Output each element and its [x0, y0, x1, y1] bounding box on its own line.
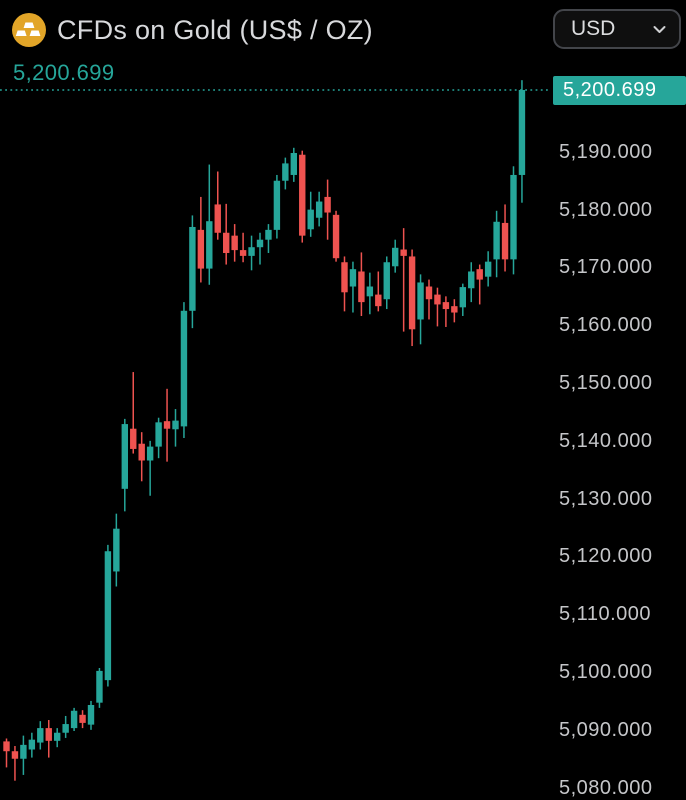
candle-26	[223, 203, 230, 265]
candle-43	[366, 272, 374, 315]
candle-39	[332, 210, 340, 262]
candle-9	[79, 710, 86, 729]
candle-28	[239, 232, 247, 263]
price-tick: 5,110.000	[559, 603, 651, 626]
candle-47	[400, 228, 407, 332]
price-tick: 5,170.000	[559, 256, 653, 279]
candle-33	[282, 157, 289, 190]
candle-40	[341, 256, 348, 312]
candle-38	[324, 179, 331, 240]
price-tick: 5,150.000	[559, 372, 653, 395]
candle-58	[493, 210, 500, 278]
candle-7	[62, 715, 69, 738]
price-tick: 5,090.000	[559, 718, 653, 741]
price-tick: 5,080.000	[559, 776, 653, 799]
candle-2	[20, 735, 27, 775]
gold-bars-icon	[15, 22, 41, 36]
candle-24	[206, 164, 213, 285]
candle-46	[392, 239, 399, 273]
price-tick: 5,100.000	[559, 661, 653, 684]
candle-23	[197, 196, 205, 283]
candle-19	[163, 388, 171, 462]
candle-49	[417, 274, 424, 345]
candle-44	[375, 271, 382, 312]
candle-35	[299, 150, 306, 243]
candle-42	[358, 252, 365, 316]
candle-18	[155, 417, 162, 459]
candle-15	[130, 372, 137, 454]
candle-20	[172, 409, 179, 447]
candle-6	[54, 728, 61, 748]
candle-13	[113, 513, 120, 587]
candle-41	[349, 261, 357, 313]
candle-3	[28, 732, 36, 758]
candle-25	[214, 171, 221, 240]
candle-14	[121, 418, 128, 512]
candle-53	[451, 299, 458, 323]
candle-8	[70, 707, 78, 731]
chevron-down-icon	[653, 25, 666, 34]
last-price-badge: 5,200.699	[553, 75, 686, 105]
gold-symbol-icon	[12, 13, 46, 47]
candle-10	[87, 700, 95, 730]
chart-header: CFDs on Gold (US$ / OZ) USD 5,200.699	[0, 0, 686, 85]
candles-layer	[3, 80, 526, 781]
candle-34	[290, 147, 297, 182]
candle-52	[442, 296, 450, 327]
currency-dropdown[interactable]: USD	[553, 9, 681, 49]
candle-27	[231, 224, 238, 262]
candle-48	[408, 249, 416, 347]
candle-31	[265, 224, 272, 253]
candle-0	[3, 738, 10, 768]
candle-12	[104, 544, 112, 687]
candle-56	[476, 264, 483, 305]
candle-54	[459, 283, 466, 316]
candle-55	[468, 262, 475, 303]
candle-37	[315, 191, 323, 227]
candle-29	[248, 235, 255, 271]
price-tick: 5,190.000	[559, 140, 653, 163]
candle-61	[518, 80, 526, 203]
price-tick: 5,180.000	[559, 198, 653, 221]
candle-16	[138, 432, 145, 482]
price-tick: 5,130.000	[559, 487, 653, 510]
candle-4	[37, 721, 44, 750]
price-tick: 5,120.000	[559, 545, 653, 568]
candle-21	[180, 302, 188, 438]
candle-30	[256, 232, 264, 265]
candle-32	[273, 174, 281, 239]
symbol-title: CFDs on Gold (US$ / OZ)	[57, 15, 373, 45]
candle-1	[11, 746, 19, 781]
candle-51	[434, 287, 441, 327]
currency-dropdown-value: USD	[571, 17, 616, 40]
candle-5	[45, 720, 52, 758]
candle-57	[484, 251, 492, 287]
candle-36	[307, 191, 314, 237]
price-tick: 5,160.000	[559, 314, 653, 337]
current-price-text: 5,200.699	[13, 60, 115, 85]
candle-45	[383, 256, 390, 310]
candle-22	[189, 215, 196, 329]
price-tick: 5,140.000	[559, 429, 653, 452]
candle-11	[96, 667, 103, 708]
candle-60	[510, 166, 517, 275]
price-scale[interactable]: 5,200.699 5,190.000 5,180.000 5,170.000 5,1…	[553, 0, 686, 800]
candle-59	[501, 204, 509, 272]
candle-17	[146, 440, 154, 496]
candle-50	[425, 279, 433, 320]
